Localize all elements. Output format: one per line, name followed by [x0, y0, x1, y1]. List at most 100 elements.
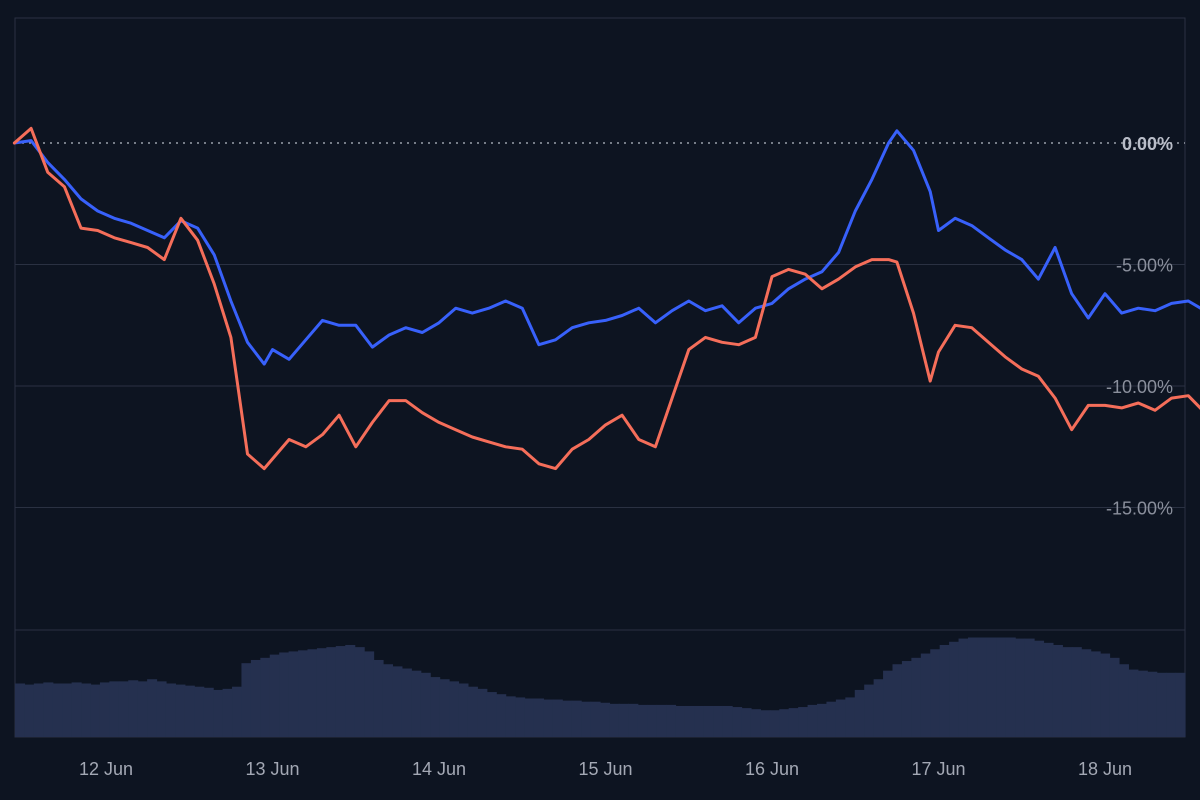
volume-bar: [1024, 638, 1035, 737]
volume-bar: [430, 677, 441, 737]
volume-bar: [401, 668, 412, 737]
volume-bar: [99, 682, 110, 737]
volume-bar: [288, 651, 299, 737]
volume-bar: [817, 703, 828, 737]
volume-bar: [1015, 638, 1026, 737]
volume-bar: [845, 697, 856, 737]
volume-bar: [798, 707, 809, 737]
y-tick-label: -15.00%: [1106, 499, 1173, 519]
volume-bar: [1156, 672, 1167, 737]
volume-bar: [496, 694, 507, 737]
volume-bar: [741, 708, 752, 737]
volume-bar: [232, 686, 243, 737]
volume-bar: [147, 679, 158, 737]
volume-bar: [128, 680, 139, 737]
volume-bar: [194, 686, 205, 737]
volume-bar: [420, 672, 431, 737]
volume-bar: [449, 681, 460, 737]
volume-bar: [307, 649, 318, 737]
series-line-red: [12, 126, 1200, 471]
volume-bar: [618, 703, 629, 737]
volume-bar: [175, 684, 186, 737]
volume-bar: [562, 700, 573, 737]
volume-bar: [260, 657, 271, 737]
volume-bar: [184, 685, 195, 737]
volume-bar: [967, 637, 979, 737]
volume-bar: [675, 705, 686, 737]
x-tick-label: 17 Jun: [911, 759, 965, 779]
volume-bar: [137, 681, 148, 737]
volume-bar: [241, 663, 252, 737]
volume-bar: [90, 684, 101, 737]
volume-bar: [467, 686, 478, 737]
volume-bar: [779, 709, 790, 737]
volume-bar: [1147, 671, 1158, 737]
volume-bar: [1090, 651, 1101, 737]
volume-bar: [165, 683, 177, 737]
volume-bar: [647, 704, 658, 737]
volume-bar: [213, 689, 224, 737]
volume-bar: [807, 704, 818, 737]
volume-bar: [156, 681, 167, 737]
volume-bar: [628, 703, 639, 737]
volume-bar: [571, 700, 582, 737]
volume-bar: [1128, 669, 1139, 737]
volume-bar: [1137, 670, 1148, 737]
volume-bar: [52, 683, 63, 737]
volume-bar: [43, 682, 54, 737]
volume-bar: [411, 670, 422, 737]
volume-bar: [326, 647, 337, 737]
x-tick-label: 12 Jun: [79, 759, 133, 779]
volume-bar: [543, 699, 554, 737]
volume-bar: [316, 648, 327, 737]
volume-bar: [760, 710, 771, 737]
volume-bar: [109, 681, 120, 737]
volume-bar: [1118, 664, 1129, 737]
volume-bar: [864, 684, 875, 737]
volume-bar: [949, 641, 960, 737]
volume-bar: [458, 683, 469, 737]
volume-bar: [1062, 647, 1073, 737]
volume-bar: [1100, 653, 1111, 737]
volume-bar: [118, 681, 129, 737]
volume-bar: [873, 679, 884, 737]
volume-bar: [986, 637, 997, 737]
series-line-blue: [12, 129, 1200, 366]
volume-bar: [81, 683, 92, 737]
volume-bar: [1034, 640, 1045, 737]
volume-bar: [581, 701, 592, 737]
x-tick-label: 15 Jun: [578, 759, 632, 779]
volume-bar: [382, 664, 394, 737]
volume-bar: [750, 709, 762, 737]
volume-bar: [722, 705, 733, 737]
volume-bar: [637, 704, 648, 737]
volume-bar: [996, 637, 1007, 737]
volume-bar: [222, 688, 233, 737]
volume-bar: [732, 707, 743, 737]
volume-bar: [298, 650, 309, 737]
volume-bar: [552, 699, 563, 737]
x-tick-label: 16 Jun: [745, 759, 799, 779]
volume-bar: [703, 705, 714, 737]
volume-bar: [656, 704, 667, 737]
volume-bar: [505, 696, 516, 737]
volume-bar: [533, 698, 544, 737]
x-tick-label: 13 Jun: [245, 759, 299, 779]
volume-bar: [694, 705, 705, 737]
volume-bar: [609, 703, 620, 737]
volume-bar: [1071, 647, 1082, 737]
volume-bar: [354, 647, 365, 737]
volume-bar: [1052, 644, 1063, 737]
volume-bar: [958, 638, 969, 737]
volume-bar: [788, 708, 799, 737]
volume-bar: [920, 653, 931, 737]
volume-bar: [364, 651, 375, 737]
volume-bar: [1166, 672, 1177, 737]
volume-bar: [392, 666, 403, 737]
volume-bar: [713, 705, 724, 737]
volume-bar: [1043, 642, 1054, 737]
volume-bar: [71, 682, 82, 737]
volume-bar: [203, 687, 214, 737]
